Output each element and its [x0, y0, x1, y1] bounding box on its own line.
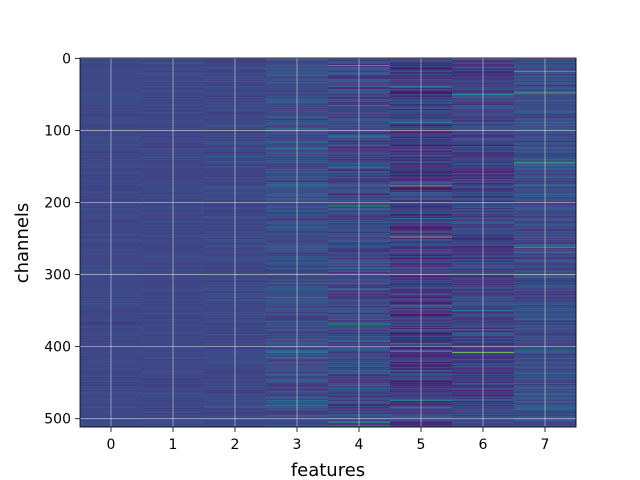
y-tick-label: 0 — [62, 51, 71, 67]
heatmap-cells — [80, 58, 577, 428]
x-axis-label: features — [291, 460, 365, 480]
y-tick-label: 500 — [44, 412, 71, 428]
y-axis-label: channels — [12, 203, 33, 284]
y-tick-label: 200 — [44, 196, 71, 212]
x-tick-label: 0 — [107, 437, 116, 453]
x-tick-label: 6 — [479, 437, 488, 453]
y-tick-label: 400 — [44, 340, 71, 356]
grid-lines — [80, 57, 576, 427]
y-axis-ticks: 0 100 200 300 400 500 — [44, 51, 80, 428]
y-tick-label: 300 — [44, 268, 71, 284]
x-tick-label: 3 — [293, 437, 302, 453]
x-tick-label: 1 — [169, 437, 178, 453]
x-tick-label: 5 — [417, 437, 426, 453]
x-tick-label: 7 — [541, 437, 550, 453]
plot-frame — [79, 57, 577, 428]
x-axis-ticks: 0 1 2 3 4 5 6 7 — [107, 427, 550, 453]
y-tick-label: 100 — [44, 123, 71, 139]
x-tick-label: 2 — [231, 437, 240, 453]
x-tick-label: 4 — [355, 437, 364, 453]
